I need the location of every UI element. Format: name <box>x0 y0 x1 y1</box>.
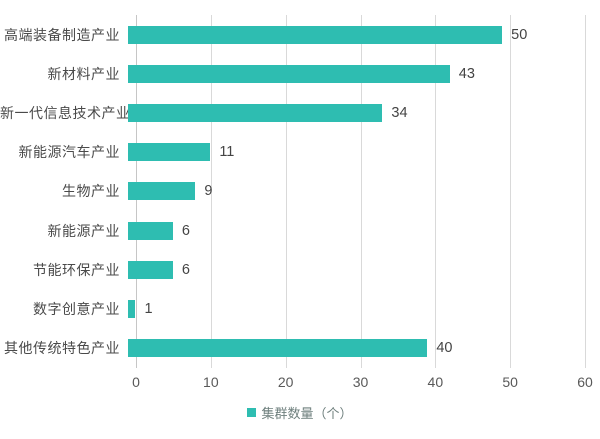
x-tick-label: 60 <box>577 374 593 390</box>
value-label: 50 <box>511 26 528 43</box>
bar-track: 34 <box>128 93 577 132</box>
category-label: 新一代信息技术产业 <box>0 106 131 123</box>
gridline <box>510 15 512 368</box>
category-label: 新能源汽车产业 <box>18 145 120 162</box>
value-label: 40 <box>436 340 453 357</box>
bar <box>128 260 173 279</box>
bar-row: 高端装备制造产业 50 <box>0 15 600 54</box>
gridline <box>585 15 586 368</box>
gridline <box>285 15 287 368</box>
x-tick-label: 30 <box>352 374 369 390</box>
category-label: 数字创意产业 <box>33 302 120 319</box>
value-label: 1 <box>144 301 153 318</box>
category-label: 生物产业 <box>62 184 120 201</box>
bar-track: 11 <box>128 133 577 172</box>
value-label: 34 <box>391 105 408 122</box>
bar <box>128 64 450 83</box>
bar-track: 6 <box>128 211 577 250</box>
x-tick-label: 10 <box>203 374 219 390</box>
gridline <box>435 15 437 368</box>
bar-track: 50 <box>128 15 577 54</box>
bar-track: 6 <box>128 250 577 289</box>
x-tick-label: 50 <box>502 374 518 390</box>
gridline <box>210 15 212 368</box>
bar-track: 40 <box>128 329 577 368</box>
bar <box>128 339 428 358</box>
category-label: 其他传统特色产业 <box>4 341 120 358</box>
category-label: 新能源产业 <box>47 223 120 240</box>
bar-row: 其他传统特色产业 40 <box>0 329 600 368</box>
bar <box>128 182 196 201</box>
bar <box>128 221 173 240</box>
value-label: 43 <box>458 65 475 82</box>
bar-row: 生物产业 9 <box>0 172 600 211</box>
bar-row: 新能源产业 6 <box>0 211 600 250</box>
bar <box>128 143 211 162</box>
category-label: 高端装备制造产业 <box>4 27 120 44</box>
bar-row: 新材料产业 43 <box>0 54 600 93</box>
bar-row: 数字创意产业 1 <box>0 290 600 329</box>
category-label: 节能环保产业 <box>33 262 120 279</box>
bar <box>128 104 383 123</box>
x-tick-label: 40 <box>427 374 444 390</box>
legend: 集群数量（个） <box>0 403 600 422</box>
gridline <box>360 15 362 368</box>
x-tick-label: 0 <box>132 374 140 390</box>
bar-row: 新能源汽车产业 11 <box>0 133 600 172</box>
x-axis: 0 10 20 30 40 50 60 <box>132 372 593 392</box>
value-label: 9 <box>204 183 213 200</box>
bar <box>128 25 503 44</box>
category-label: 新材料产业 <box>47 66 120 83</box>
legend-swatch-icon <box>247 408 257 417</box>
value-label: 6 <box>181 222 190 239</box>
bar-track: 9 <box>128 172 577 211</box>
bar-track: 1 <box>128 290 577 329</box>
bar-track: 43 <box>128 54 577 93</box>
x-tick-label: 20 <box>277 374 294 390</box>
legend-label: 集群数量（个） <box>261 407 353 422</box>
bar <box>128 300 136 319</box>
bar-row: 节能环保产业 6 <box>0 250 600 289</box>
bar-rows: 高端装备制造产业 50 新材料产业 43 新一代信息技术产业 34 新能源汽车产业 11 生物产… <box>0 15 600 368</box>
bar-row: 新一代信息技术产业 34 <box>0 93 600 132</box>
value-label: 6 <box>181 261 190 278</box>
value-label: 11 <box>219 144 235 161</box>
